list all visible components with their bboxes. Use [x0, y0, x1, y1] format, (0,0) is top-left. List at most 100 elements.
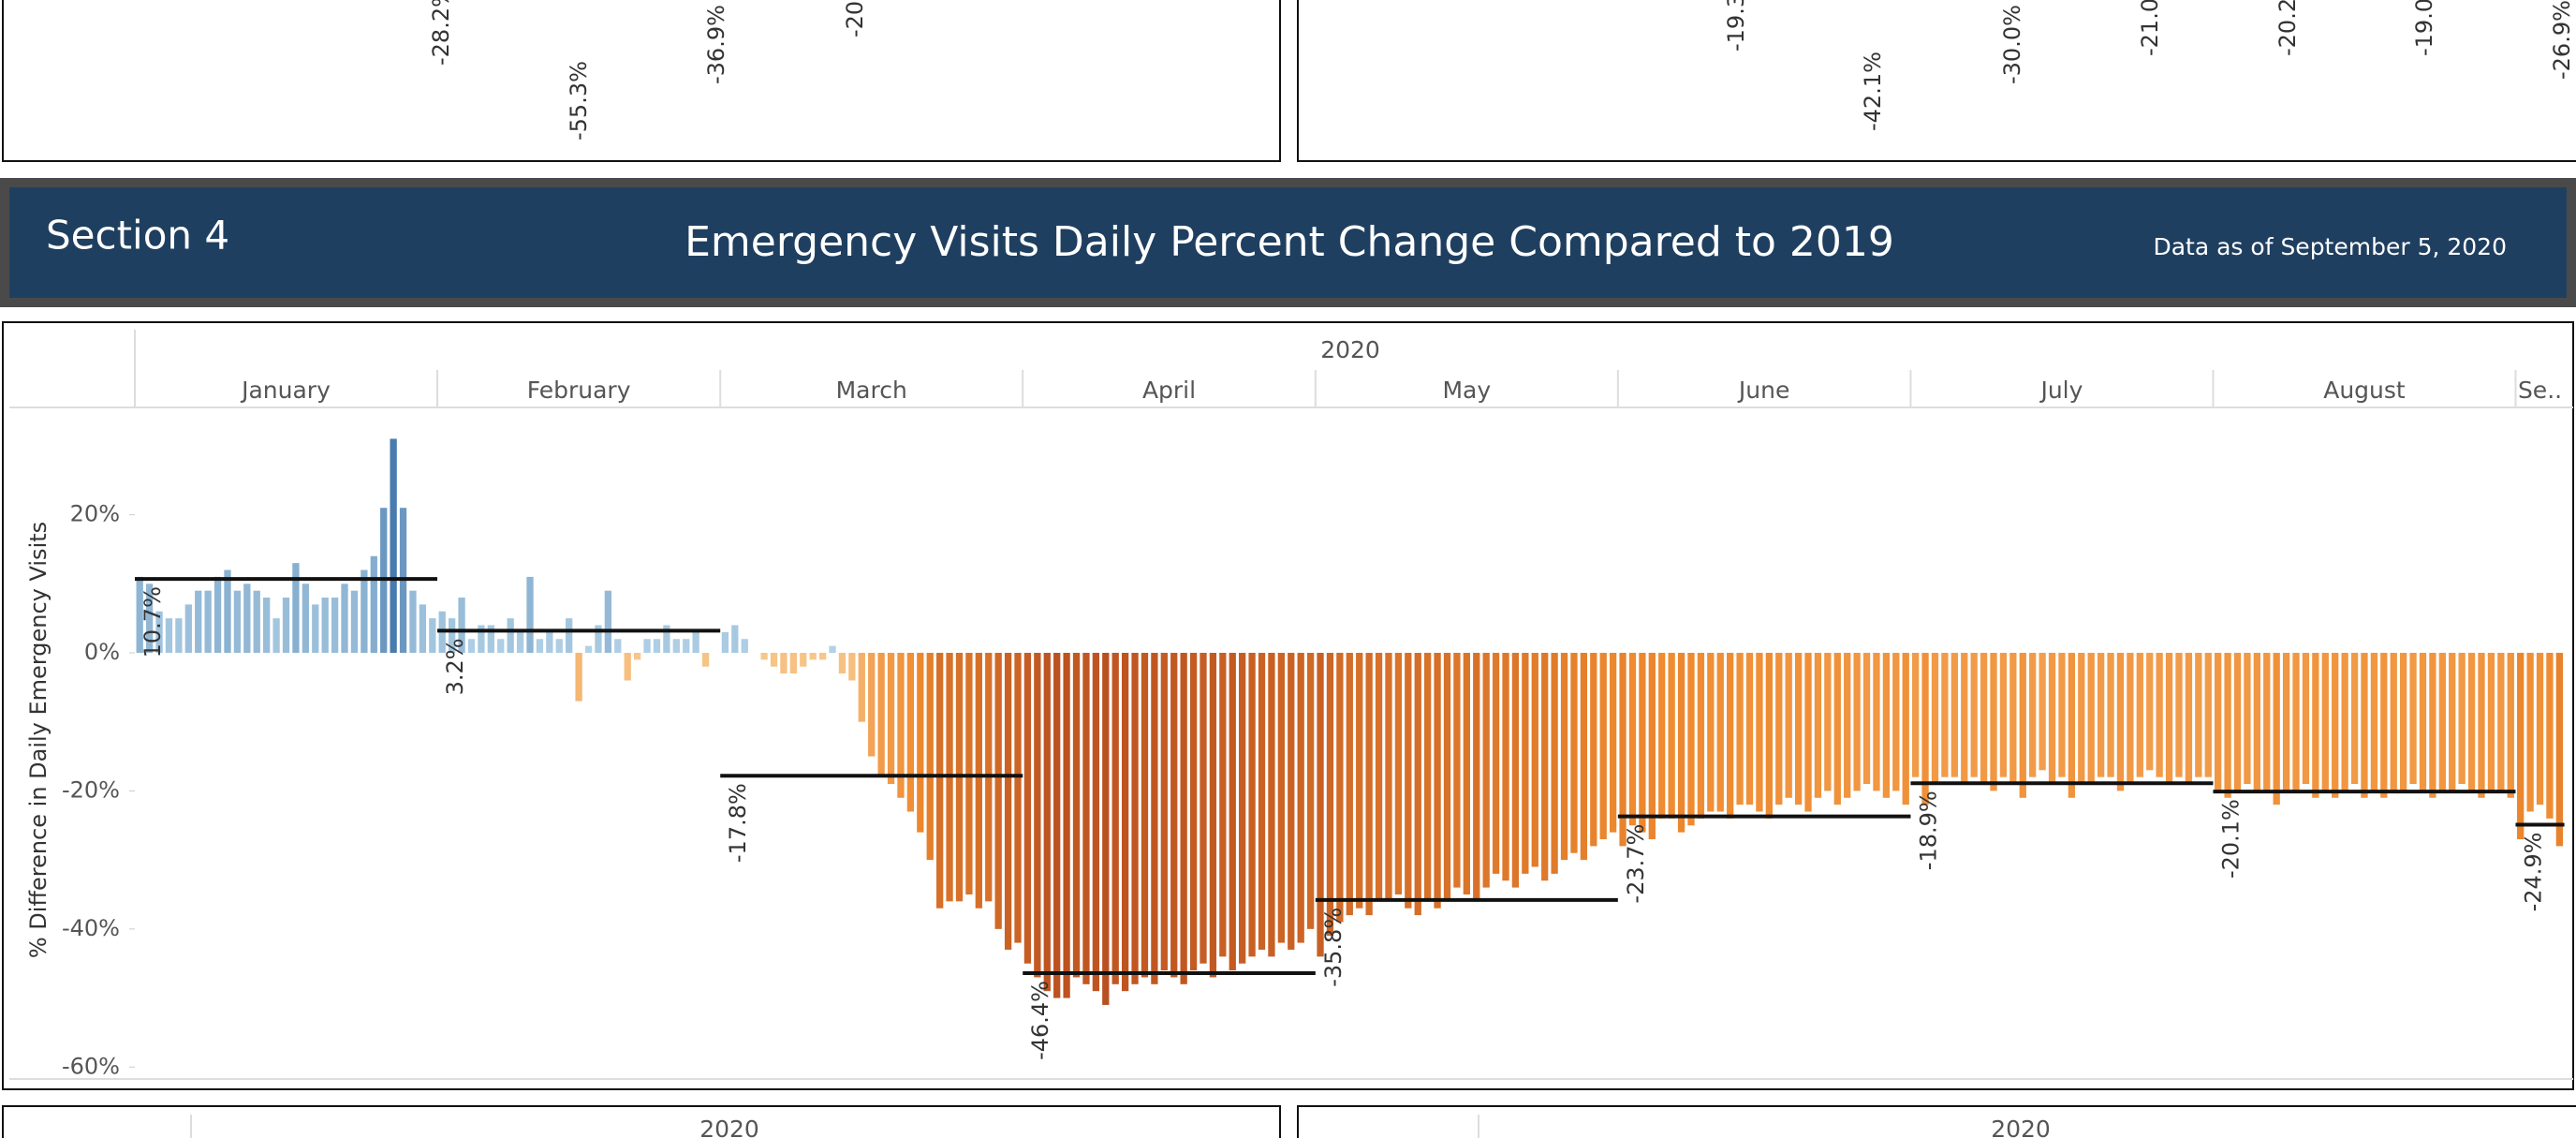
- month-label: January: [240, 377, 331, 404]
- bar: [741, 639, 748, 653]
- bar: [1443, 652, 1451, 902]
- bar: [2058, 652, 2066, 777]
- bar: [341, 584, 348, 653]
- average-label: -46.4%: [1027, 981, 1053, 1060]
- bar: [1375, 652, 1383, 902]
- bar: [2019, 652, 2026, 798]
- bar: [361, 569, 368, 653]
- bar: [1268, 652, 1275, 957]
- bottom-left-panel: [2, 1105, 1281, 1138]
- bar: [1121, 652, 1129, 992]
- bar: [2048, 652, 2056, 785]
- bar: [449, 618, 456, 653]
- bar: [926, 652, 934, 861]
- bar: [253, 590, 260, 653]
- bar: [566, 618, 573, 653]
- bar: [1999, 652, 2008, 777]
- month-label: April: [1142, 377, 1196, 404]
- month-label: July: [2039, 377, 2083, 404]
- bar: [1014, 652, 1022, 943]
- bar: [1151, 652, 1158, 984]
- year-label: 2020: [1991, 1116, 2051, 1138]
- bar: [1765, 652, 1773, 819]
- bar: [2215, 652, 2222, 791]
- bar: [575, 652, 582, 702]
- bar: [282, 598, 290, 653]
- bar: [516, 631, 524, 653]
- bar: [1189, 652, 1198, 971]
- bar: [243, 584, 251, 653]
- bar: [1394, 652, 1403, 894]
- bar: [1599, 652, 1607, 840]
- bar: [1229, 652, 1236, 971]
- bar: [2487, 652, 2495, 791]
- bar: [1277, 652, 1285, 943]
- bar: [809, 652, 817, 660]
- panel-label: -26.9%: [2549, 0, 2575, 80]
- bar: [2273, 652, 2280, 805]
- bar: [1209, 652, 1217, 978]
- bar: [2321, 652, 2329, 791]
- bar: [800, 652, 807, 667]
- bar: [2156, 652, 2163, 777]
- bar: [1541, 652, 1549, 881]
- bar: [429, 618, 436, 653]
- bar: [1882, 652, 1891, 798]
- panel-label: -20.: [842, 0, 868, 37]
- bar: [1405, 652, 1412, 909]
- bar: [1492, 652, 1500, 874]
- bar: [195, 590, 202, 653]
- bar: [155, 611, 163, 653]
- bar: [1892, 652, 1900, 791]
- bar: [2107, 652, 2114, 777]
- bar: [1570, 652, 1578, 853]
- bar: [1317, 652, 1324, 957]
- bar: [1775, 652, 1783, 805]
- bar: [536, 639, 544, 653]
- bar: [818, 652, 827, 660]
- bar: [184, 604, 192, 653]
- bar: [1336, 652, 1344, 923]
- bar: [487, 625, 494, 653]
- bar: [1687, 652, 1695, 826]
- bar: [1707, 652, 1715, 812]
- bar: [2332, 652, 2339, 798]
- bar: [350, 590, 359, 653]
- bar: [1424, 652, 1432, 902]
- bar: [633, 652, 641, 660]
- bar: [2029, 652, 2037, 777]
- average-label: -24.9%: [2520, 833, 2546, 912]
- panel-label: -36.9%: [703, 5, 729, 84]
- y-tick-label: -40%: [62, 915, 120, 941]
- bar: [1873, 652, 1880, 791]
- bar: [858, 652, 865, 722]
- bar: [1160, 652, 1168, 971]
- average-label: -18.9%: [1915, 791, 1941, 870]
- bar: [1170, 652, 1178, 978]
- bar: [497, 639, 505, 653]
- bar: [1453, 652, 1461, 888]
- bar: [692, 631, 699, 653]
- bar: [2419, 652, 2427, 791]
- bar: [877, 652, 885, 777]
- bar: [2350, 652, 2359, 785]
- bar: [1434, 652, 1441, 909]
- bar: [1111, 652, 1119, 984]
- bar: [1141, 652, 1149, 978]
- header-band: [9, 187, 2567, 298]
- bar: [1326, 652, 1334, 937]
- bar: [614, 639, 622, 653]
- bar: [2478, 652, 2485, 798]
- average-label: -35.8%: [1320, 908, 1347, 987]
- bar: [595, 625, 602, 653]
- bar: [145, 584, 154, 653]
- bar: [936, 652, 944, 909]
- bar: [1844, 652, 1851, 798]
- bar: [1482, 652, 1490, 888]
- bar: [1385, 652, 1392, 902]
- bar: [2097, 652, 2105, 777]
- bar: [2380, 652, 2388, 798]
- bar: [1053, 652, 1061, 998]
- bar: [1551, 652, 1558, 874]
- month-label: March: [836, 377, 907, 404]
